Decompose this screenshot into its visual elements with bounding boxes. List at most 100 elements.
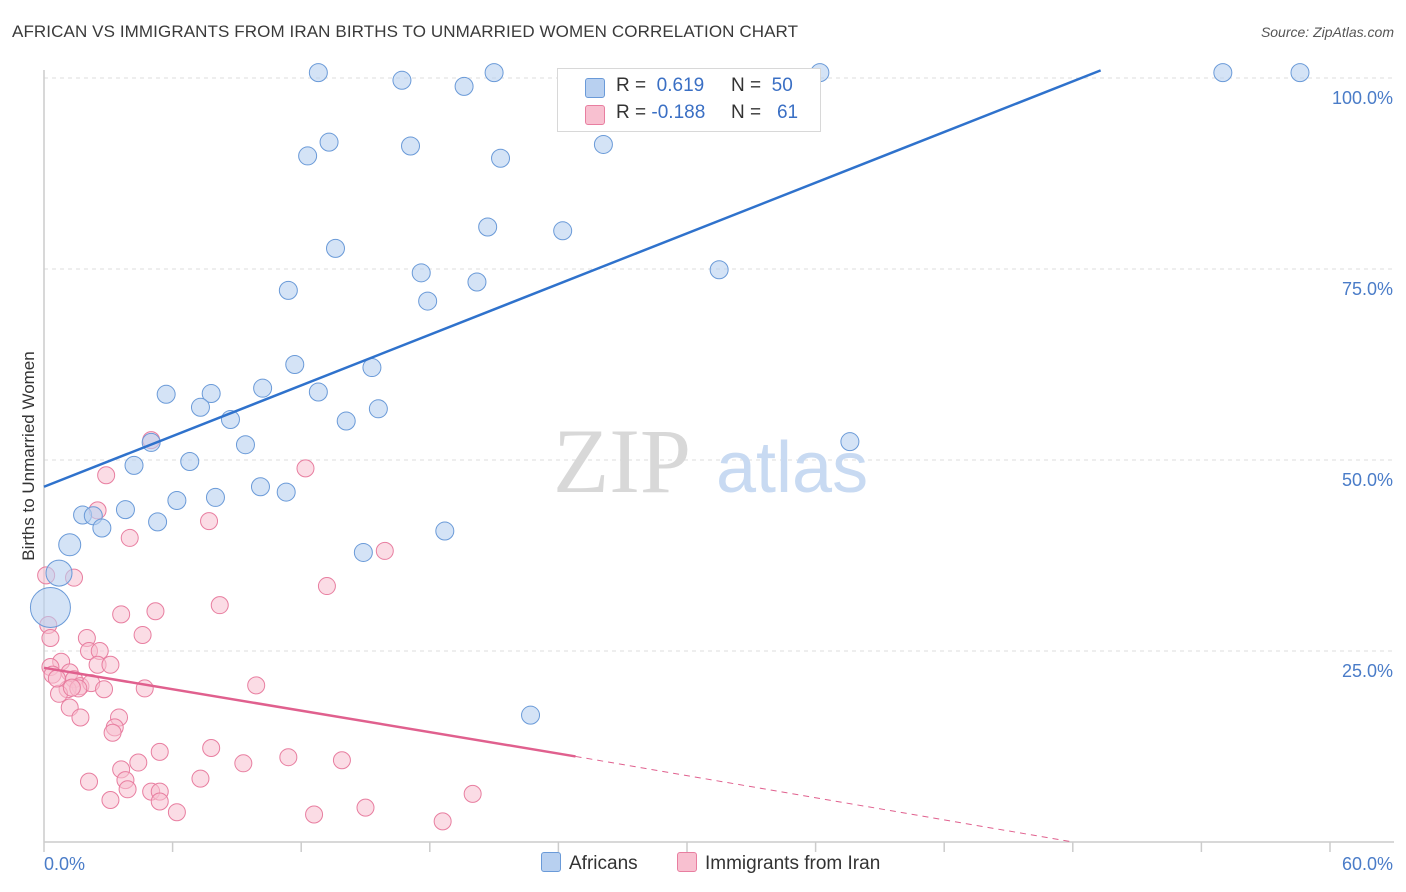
- iran-point: [101, 790, 120, 809]
- africans-point: [278, 280, 298, 300]
- x-tick-label-max: 60.0%: [1342, 854, 1393, 874]
- africans-point: [308, 63, 328, 83]
- africans-point: [435, 521, 455, 541]
- iran-point: [167, 803, 186, 822]
- africans-point: [235, 435, 255, 455]
- iran-point: [80, 772, 99, 791]
- iran-point: [103, 723, 122, 742]
- iran-point: [41, 629, 60, 648]
- africans-point: [115, 500, 135, 520]
- africans-point: [709, 260, 729, 280]
- watermark: ZIP atlas: [553, 410, 868, 512]
- legend-swatch-africans: [585, 78, 605, 98]
- iran-point: [296, 459, 315, 478]
- chart-title: AFRICAN VS IMMIGRANTS FROM IRAN BIRTHS T…: [12, 22, 799, 41]
- africans-point: [553, 221, 573, 241]
- series-swatch-iran: [677, 852, 697, 872]
- legend-r-africans: R = 0.619: [616, 75, 705, 96]
- iran-point: [150, 742, 169, 761]
- africans-point: [148, 512, 168, 532]
- iran-point: [332, 751, 351, 770]
- africans-point: [276, 482, 296, 502]
- africans-point: [45, 559, 73, 587]
- iran-point: [317, 577, 336, 596]
- africans-point: [285, 355, 305, 374]
- africans-point: [250, 477, 270, 497]
- watermark-zip: ZIP: [553, 410, 691, 512]
- africans-point: [368, 399, 388, 419]
- iran-point: [133, 625, 152, 644]
- africans-point: [124, 455, 144, 475]
- africans-point: [418, 291, 438, 311]
- africans-point: [167, 490, 187, 510]
- trend-lines: [43, 69, 1102, 843]
- iran-point: [375, 541, 394, 560]
- africans-point: [92, 518, 112, 538]
- africans-point: [156, 384, 176, 404]
- iran-point: [95, 680, 114, 699]
- iran-point: [210, 596, 229, 615]
- africans-point: [308, 382, 328, 402]
- series-legend: Africans Immigrants from Iran: [0, 852, 1406, 878]
- africans-point: [298, 146, 318, 166]
- iran-point: [305, 805, 324, 824]
- africans-point: [205, 487, 225, 507]
- africans-point: [1213, 63, 1233, 83]
- y-tick-label: 100.0%: [1332, 88, 1393, 108]
- legend-n-value-iran: 61: [776, 102, 799, 123]
- africans-point: [336, 411, 356, 431]
- africans-point: [29, 586, 71, 628]
- iran-point: [62, 678, 81, 697]
- africans-point: [253, 378, 273, 398]
- africans-point: [401, 136, 421, 156]
- iran-point: [150, 792, 169, 811]
- africans-point: [411, 263, 431, 283]
- iran-point: [97, 466, 116, 485]
- series-legend-africans[interactable]: Africans: [541, 852, 638, 875]
- iran-point: [71, 708, 90, 727]
- iran-point: [279, 748, 298, 767]
- iran-point: [433, 812, 452, 831]
- africans-point: [190, 397, 210, 417]
- legend-swatch-iran: [585, 105, 605, 125]
- legend-n-iran: N = 61: [731, 102, 799, 123]
- iran-point: [202, 739, 221, 758]
- africans-point: [325, 238, 345, 258]
- iran-point: [247, 676, 266, 695]
- africans-point: [521, 705, 541, 725]
- africans-series: [29, 63, 1310, 725]
- source-label: Source: ZipAtlas.com: [1260, 24, 1394, 40]
- iran-point: [120, 528, 139, 547]
- legend-n-africans: N = 50: [731, 75, 793, 96]
- iran-point: [129, 753, 148, 772]
- y-tick-label: 75.0%: [1342, 279, 1393, 299]
- legend-r-value-iran: -0.188: [651, 102, 706, 123]
- africans-point: [467, 272, 487, 292]
- africans-point: [392, 70, 412, 90]
- series-swatch-africans: [541, 852, 561, 872]
- africans-point: [840, 432, 860, 452]
- iran-point: [191, 769, 210, 788]
- iran-point: [112, 605, 131, 624]
- africans-point: [353, 542, 373, 562]
- africans-point: [180, 452, 200, 472]
- iran-point: [146, 602, 165, 621]
- africans-point: [1290, 63, 1310, 83]
- africans-trend-line: [43, 69, 1102, 488]
- iran-point: [356, 798, 375, 817]
- y-tick-label: 25.0%: [1342, 661, 1393, 681]
- iran-point: [47, 669, 66, 688]
- africans-point: [201, 384, 221, 404]
- africans-point: [484, 63, 504, 83]
- africans-point: [491, 148, 511, 168]
- series-legend-iran[interactable]: Immigrants from Iran: [677, 852, 880, 875]
- gridlines: [44, 77, 1394, 652]
- x-tick-label-min: 0.0%: [44, 854, 85, 874]
- iran-trend-line-extension: [575, 755, 1073, 843]
- legend-r-value-africans: 0.619: [656, 75, 705, 96]
- iran-point: [463, 784, 482, 803]
- iran-trend-line: [43, 666, 576, 758]
- y-tick-label: 50.0%: [1342, 470, 1393, 490]
- legend-n-value-africans: 50: [771, 75, 793, 96]
